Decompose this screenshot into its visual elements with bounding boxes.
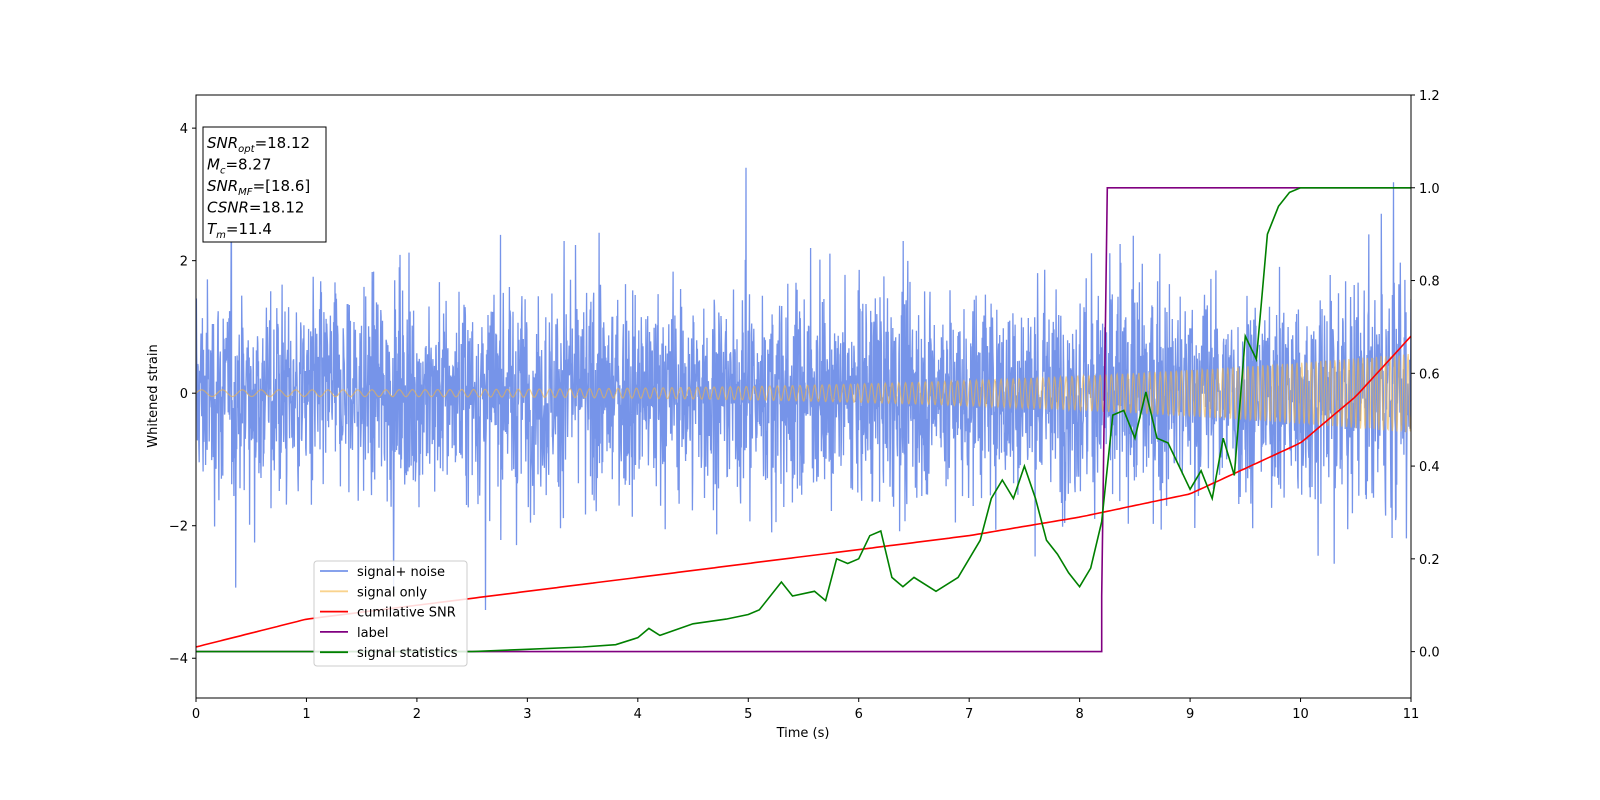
legend-label: label <box>357 626 388 641</box>
x-tick-label: 11 <box>1403 707 1420 722</box>
legend-label: signal statistics <box>357 646 458 661</box>
annotation-frame <box>202 126 327 243</box>
y-left-tick-label: 2 <box>180 255 188 270</box>
x-tick-label: 10 <box>1292 707 1309 722</box>
y-left-tick-label: −4 <box>169 652 188 667</box>
y-left-tick-label: 4 <box>180 122 188 137</box>
x-tick-label: 7 <box>965 707 973 722</box>
x-axis-label: Time (s) <box>776 726 830 741</box>
plot-frame <box>195 94 1412 699</box>
x-tick-label: 3 <box>523 707 531 722</box>
y-right-tick-label: 0.8 <box>1419 275 1440 290</box>
x-tick-label: 4 <box>634 707 642 722</box>
legend-label: signal only <box>357 585 427 600</box>
legend-label: cumilative SNR <box>357 606 456 621</box>
y-right-tick-label: 0.2 <box>1419 553 1440 568</box>
series-signal-only-line <box>196 353 1411 433</box>
axes: 0 1 2 3 4 5 6 7 8 9 10 11 −4 −2 0 2 4 0.0 0.2 0.4 0.6 0.8 1.0 1… <box>169 89 1440 722</box>
annotation-line: Mc=8.27 <box>207 156 271 177</box>
series-label-line <box>196 187 1411 653</box>
x-tick-label: 2 <box>413 707 421 722</box>
legend-frame <box>313 560 468 667</box>
x-tick-label: 9 <box>1186 707 1194 722</box>
y-right-tick-label: 0.6 <box>1419 367 1440 382</box>
x-tick-label: 6 <box>855 707 863 722</box>
annotation-line: SNRopt=18.12 <box>207 134 310 155</box>
series-signal-statistics-line <box>196 187 1411 653</box>
y-axis-label: Whitened strain <box>146 344 161 447</box>
legend: signal+ noise signal only cumilative SNR la… <box>313 560 468 667</box>
x-tick-label: 1 <box>302 707 310 722</box>
y-right-tick-label: 0.4 <box>1419 460 1440 475</box>
x-tick-label: 0 <box>192 707 200 722</box>
y-left-tick-label: 0 <box>180 387 188 402</box>
annotation-line: Tm=11.4 <box>207 220 272 241</box>
x-tick-label: 8 <box>1075 707 1083 722</box>
annotation-line: CSNR=18.12 <box>207 199 304 217</box>
y-left-tick-label: −2 <box>169 520 188 535</box>
y-right-tick-label: 1.2 <box>1419 89 1440 104</box>
legend-label: signal+ noise <box>357 565 445 580</box>
y-right-tick-label: 0.0 <box>1419 646 1440 661</box>
series-signal-noise-line <box>196 167 1411 611</box>
annotation-line: SNRMF=[18.6] <box>207 177 310 198</box>
x-tick-label: 5 <box>744 707 752 722</box>
y-right-tick-label: 1.0 <box>1419 182 1440 197</box>
stats-annotation-box: SNRopt=18.12Mc=8.27SNRMF=[18.6]CSNR=18.1… <box>202 126 327 243</box>
